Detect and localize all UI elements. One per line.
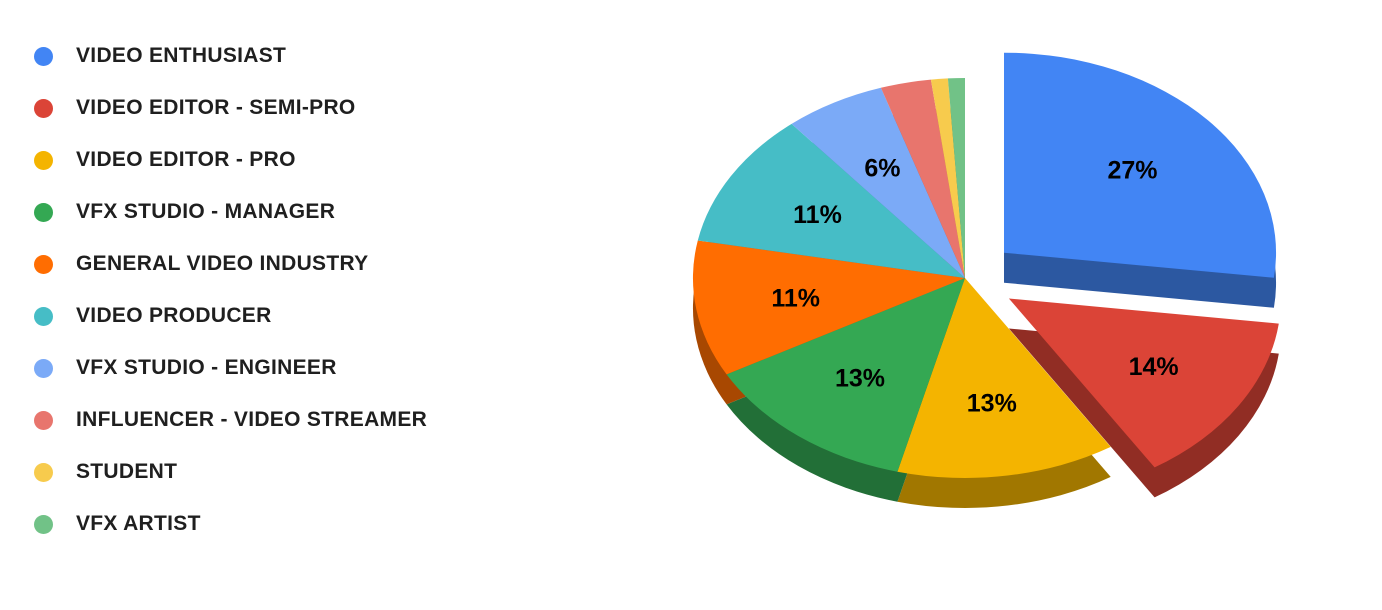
legend-swatch [34, 514, 53, 534]
pie-slice[interactable] [880, 79, 965, 278]
pie-slice[interactable] [897, 278, 1111, 478]
pie-slice[interactable] [697, 123, 965, 279]
pie-slice[interactable] [692, 240, 965, 375]
pie-slice[interactable] [1004, 52, 1277, 278]
legend-label: VIDEO EDITOR - PRO [76, 148, 296, 171]
legend-item-vfx-studio-manager: VFX STUDIO - MANAGER [34, 186, 427, 238]
legend-swatch [34, 254, 53, 274]
legend-label: VIDEO EDITOR - SEMI-PRO [76, 96, 356, 119]
legend-swatch [34, 410, 53, 430]
slice-label: 6% [864, 155, 900, 183]
legend-label: INFLUENCER - VIDEO STREAMER [76, 408, 428, 431]
legend-label: VFX STUDIO - ENGINEER [76, 356, 337, 379]
legend-label: VIDEO ENTHUSIAST [76, 44, 287, 67]
legend-swatch [34, 46, 53, 66]
legend-item-video-editor-semi-pro: VIDEO EDITOR - SEMI-PRO [34, 82, 427, 134]
slice-label: 13% [835, 365, 885, 393]
pie-slice[interactable] [726, 278, 965, 472]
pie-slice[interactable] [791, 87, 965, 278]
legend-item-student: STUDENT [34, 446, 427, 498]
slice-label: 27% [1107, 156, 1157, 184]
slice-label: 14% [1129, 353, 1179, 381]
slice-label: 11% [793, 201, 842, 229]
legend-item-video-editor-pro: VIDEO EDITOR - PRO [34, 134, 427, 186]
legend-label: VFX ARTIST [76, 512, 201, 535]
legend-item-video-enthusiast: VIDEO ENTHUSIAST [34, 30, 427, 82]
legend-swatch [34, 462, 53, 482]
slice-label: 13% [967, 389, 1017, 417]
legend-item-vfx-artist: VFX ARTIST [34, 498, 427, 550]
legend-swatch [34, 306, 53, 326]
legend-swatch [34, 202, 53, 222]
legend-item-video-producer: VIDEO PRODUCER [34, 290, 427, 342]
legend-label: VFX STUDIO - MANAGER [76, 200, 336, 223]
chart-legend: VIDEO ENTHUSIAST VIDEO EDITOR - SEMI-PRO… [34, 30, 427, 550]
legend-item-general-video-industry: GENERAL VIDEO INDUSTRY [34, 238, 427, 290]
legend-label: STUDENT [76, 460, 178, 483]
legend-item-vfx-studio-engineer: VFX STUDIO - ENGINEER [34, 342, 427, 394]
pie-slice[interactable] [930, 78, 965, 279]
legend-item-influencer-video-streamer: INFLUENCER - VIDEO STREAMER [34, 394, 427, 446]
pie-slice[interactable] [1008, 298, 1279, 468]
legend-label: VIDEO PRODUCER [76, 304, 272, 327]
legend-label: GENERAL VIDEO INDUSTRY [76, 252, 369, 275]
pie-slice[interactable] [947, 78, 965, 278]
legend-swatch [34, 150, 53, 170]
legend-swatch [34, 98, 53, 118]
slice-label: 11% [771, 285, 820, 313]
legend-swatch [34, 358, 53, 378]
